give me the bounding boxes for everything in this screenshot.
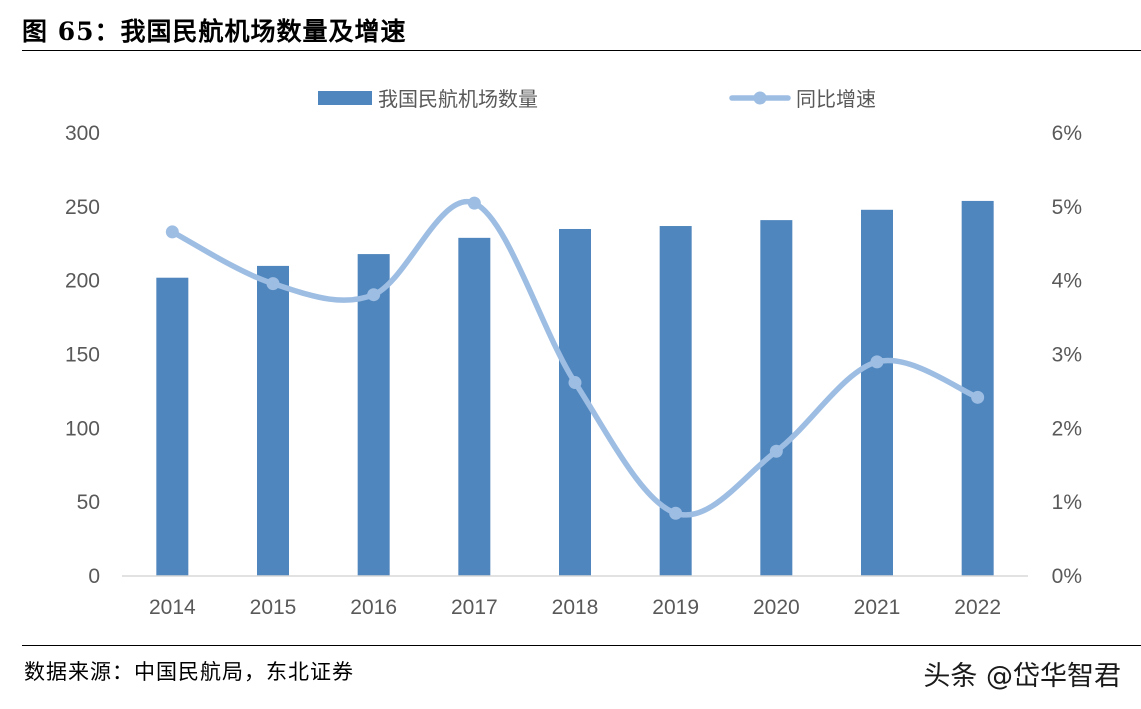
legend-bar-label: 我国民航机场数量 [378,87,538,111]
right-tick-label: 2% [1052,417,1082,440]
chart-legend: 我国民航机场数量 同比增速 [318,87,876,111]
x-tick-label: 2021 [854,596,901,619]
x-tick-label: 2022 [954,596,1001,619]
right-tick-label: 5% [1052,196,1082,219]
left-axis: 0 50 100 150 200 250 300 [65,122,100,588]
growth-point-2016 [367,288,381,302]
watermark: 头条 @岱华智君 [923,661,1121,692]
left-tick-label: 50 [77,491,100,514]
right-axis: 0% 1% 2% 3% 4% 5% 6% [1052,122,1082,588]
growth-point-2022 [971,390,985,404]
right-tick-label: 6% [1052,122,1082,145]
right-tick-label: 1% [1052,491,1082,514]
x-tick-label: 2015 [250,596,297,619]
bar-2017 [458,237,491,577]
growth-point-2019 [669,506,683,520]
bar-2016 [357,254,390,576]
left-tick-label: 150 [65,344,100,367]
x-axis: 2014 2015 2016 2017 2018 2019 2020 2021 2022 [149,596,1001,619]
x-tick-label: 2017 [451,596,498,619]
x-tick-label: 2018 [552,596,599,619]
left-tick-label: 300 [65,122,100,145]
right-tick-label: 3% [1052,344,1082,367]
x-tick-label: 2016 [350,596,397,619]
growth-point-2020 [769,444,783,458]
legend-line-marker [753,91,767,105]
growth-point-2014 [165,225,179,239]
left-tick-label: 250 [65,196,100,219]
bar-2015 [257,265,289,576]
bar-2014 [156,277,189,576]
figure-title: 图 65：我国民航机场数量及增速 [22,17,407,46]
right-tick-label: 0% [1052,565,1082,588]
left-tick-label: 100 [65,417,100,440]
legend-line-label: 同比增速 [796,87,876,111]
growth-point-2017 [467,196,481,210]
bar-2022 [961,200,994,576]
bar-2021 [861,209,893,576]
growth-point-2015 [266,277,280,291]
growth-point-2018 [568,376,582,390]
x-tick-label: 2020 [753,596,800,619]
x-tick-label: 2019 [652,596,699,619]
growth-point-2021 [870,355,884,369]
left-tick-label: 200 [65,270,100,293]
legend-bar-swatch [318,91,372,105]
line-series [165,196,985,520]
right-tick-label: 4% [1052,270,1082,293]
source-note: 数据来源：中国民航局，东北证券 [24,660,354,684]
left-tick-label: 0 [88,565,100,588]
bottom-rule [22,645,1141,646]
bar-2019 [659,226,692,576]
x-tick-label: 2014 [149,596,196,619]
bar-series [156,200,994,577]
bar-2020 [760,220,793,576]
top-rule [22,50,1141,51]
